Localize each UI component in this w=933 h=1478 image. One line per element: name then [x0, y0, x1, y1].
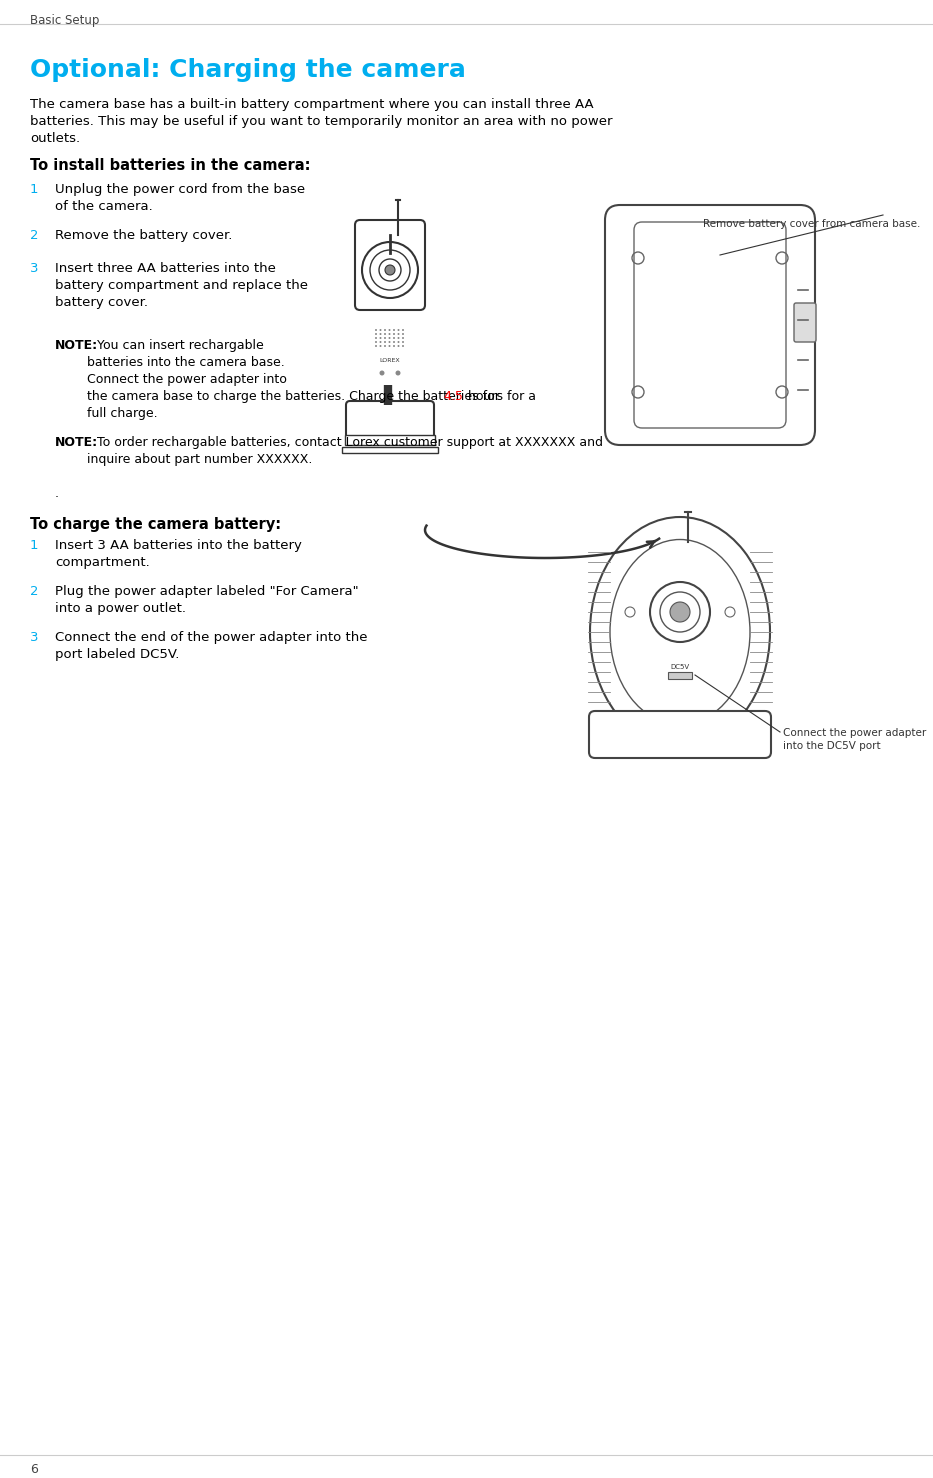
Circle shape	[388, 341, 391, 343]
Text: 6: 6	[30, 1463, 38, 1477]
Circle shape	[397, 330, 399, 331]
Circle shape	[380, 337, 382, 338]
Text: batteries. This may be useful if you want to temporarily monitor an area with no: batteries. This may be useful if you wan…	[30, 115, 612, 129]
Circle shape	[388, 337, 391, 338]
Text: 2: 2	[30, 585, 38, 599]
Text: 3: 3	[30, 631, 38, 644]
Text: Connect the power adapter into: Connect the power adapter into	[55, 372, 286, 386]
Bar	[668, 672, 692, 678]
Text: LOREX: LOREX	[380, 358, 400, 362]
Text: 1: 1	[30, 183, 38, 197]
Circle shape	[384, 337, 386, 338]
Text: Remove battery cover from camera base.: Remove battery cover from camera base.	[703, 219, 920, 229]
Circle shape	[402, 337, 404, 338]
Text: battery cover.: battery cover.	[55, 296, 148, 309]
Circle shape	[402, 330, 404, 331]
Text: .: .	[55, 486, 59, 500]
Circle shape	[402, 341, 404, 343]
Circle shape	[396, 371, 400, 375]
Text: To order rechargable batteries, contact Lorex customer support at XXXXXXX and: To order rechargable batteries, contact …	[93, 436, 603, 449]
Text: the camera base to charge the batteries. Charge the batteries for: the camera base to charge the batteries.…	[55, 390, 504, 403]
Text: Connect the end of the power adapter into the: Connect the end of the power adapter int…	[55, 631, 368, 644]
Circle shape	[393, 344, 395, 347]
Circle shape	[380, 333, 382, 336]
Text: NOTE:: NOTE:	[55, 338, 98, 352]
FancyBboxPatch shape	[589, 711, 771, 758]
Circle shape	[380, 341, 382, 343]
Text: into the DC5V port: into the DC5V port	[783, 740, 881, 751]
Text: 2: 2	[30, 229, 38, 242]
Circle shape	[393, 341, 395, 343]
Bar	[342, 446, 438, 452]
FancyBboxPatch shape	[355, 220, 425, 310]
Circle shape	[375, 341, 377, 343]
Bar	[345, 435, 435, 445]
FancyBboxPatch shape	[634, 222, 786, 429]
Text: port labeled DC5V.: port labeled DC5V.	[55, 647, 179, 661]
Circle shape	[393, 333, 395, 336]
Circle shape	[384, 330, 386, 331]
Text: hours for a: hours for a	[464, 390, 536, 403]
Circle shape	[384, 333, 386, 336]
Text: outlets.: outlets.	[30, 132, 80, 145]
Circle shape	[388, 333, 391, 336]
Circle shape	[375, 333, 377, 336]
Text: NOTE:: NOTE:	[55, 436, 98, 449]
FancyBboxPatch shape	[346, 401, 434, 439]
Circle shape	[384, 344, 386, 347]
Circle shape	[402, 344, 404, 347]
Circle shape	[397, 344, 399, 347]
Text: Remove the battery cover.: Remove the battery cover.	[55, 229, 232, 242]
Text: full charge.: full charge.	[55, 406, 158, 420]
Circle shape	[385, 265, 395, 275]
Circle shape	[397, 341, 399, 343]
Text: into a power outlet.: into a power outlet.	[55, 602, 186, 615]
Circle shape	[393, 337, 395, 338]
Circle shape	[375, 337, 377, 338]
Text: Insert 3 AA batteries into the battery: Insert 3 AA batteries into the battery	[55, 539, 302, 551]
Text: DC5V: DC5V	[671, 664, 689, 670]
Text: of the camera.: of the camera.	[55, 200, 153, 213]
Text: Connect the power adapter: Connect the power adapter	[783, 729, 926, 738]
Circle shape	[384, 341, 386, 343]
Text: inquire about part number XXXXXX.: inquire about part number XXXXXX.	[55, 452, 313, 466]
Text: Optional: Charging the camera: Optional: Charging the camera	[30, 58, 466, 81]
Circle shape	[388, 330, 391, 331]
Circle shape	[393, 330, 395, 331]
Text: 1: 1	[30, 539, 38, 551]
Circle shape	[397, 333, 399, 336]
Circle shape	[375, 330, 377, 331]
Text: Insert three AA batteries into the: Insert three AA batteries into the	[55, 262, 276, 275]
Circle shape	[670, 602, 690, 622]
Text: The camera base has a built-in battery compartment where you can install three A: The camera base has a built-in battery c…	[30, 98, 593, 111]
Circle shape	[375, 344, 377, 347]
Text: You can insert rechargable: You can insert rechargable	[93, 338, 264, 352]
Text: Unplug the power cord from the base: Unplug the power cord from the base	[55, 183, 305, 197]
Text: compartment.: compartment.	[55, 556, 150, 569]
Text: Plug the power adapter labeled "For Camera": Plug the power adapter labeled "For Came…	[55, 585, 358, 599]
Circle shape	[397, 337, 399, 338]
Circle shape	[380, 344, 382, 347]
Circle shape	[380, 330, 382, 331]
Text: 4.5: 4.5	[443, 390, 464, 403]
Text: To charge the camera battery:: To charge the camera battery:	[30, 517, 281, 532]
Circle shape	[388, 344, 391, 347]
Circle shape	[380, 371, 384, 375]
Text: Basic Setup: Basic Setup	[30, 13, 100, 27]
Text: To install batteries in the camera:: To install batteries in the camera:	[30, 158, 311, 173]
Text: 3: 3	[30, 262, 38, 275]
Text: batteries into the camera base.: batteries into the camera base.	[55, 356, 285, 370]
FancyBboxPatch shape	[794, 303, 816, 341]
FancyBboxPatch shape	[605, 205, 815, 445]
Circle shape	[402, 333, 404, 336]
Text: battery compartment and replace the: battery compartment and replace the	[55, 279, 308, 293]
